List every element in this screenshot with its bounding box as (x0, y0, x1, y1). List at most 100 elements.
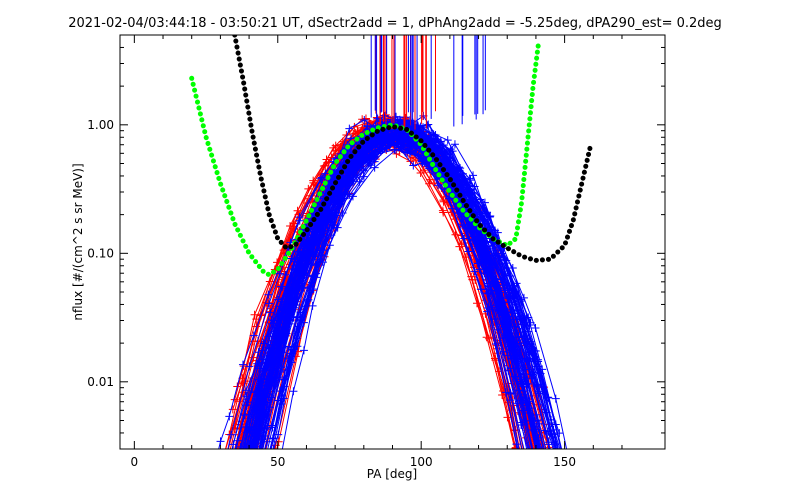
trace-marker (409, 161, 418, 170)
y-tick-label: 0.01 (87, 375, 114, 389)
trace-marker (527, 374, 536, 383)
trace-marker (529, 350, 538, 359)
trace-marker (363, 122, 372, 131)
trace-marker (448, 147, 457, 156)
trace-marker (370, 157, 379, 166)
trace-marker (519, 364, 528, 373)
trace-marker (500, 319, 509, 328)
trace-marker (469, 171, 478, 180)
red-vertical-spikes (375, 35, 436, 130)
trace-marker (282, 329, 291, 338)
trace-marker (399, 134, 408, 143)
x-axis: 0 50 100 150 (131, 35, 623, 469)
trace-marker (475, 265, 484, 274)
trace-marker (476, 285, 485, 294)
trace-marker (395, 115, 404, 124)
trace-marker (417, 157, 426, 166)
green-fit-curve (189, 38, 542, 278)
trace-marker (378, 117, 387, 126)
trace-marker (454, 209, 463, 218)
trace-marker (258, 399, 267, 408)
x-tick-label: 100 (410, 455, 433, 469)
trace-marker (397, 130, 406, 139)
trace-marker (324, 158, 333, 167)
trace-marker (282, 308, 291, 317)
trace-marker (524, 313, 533, 322)
trace-marker (418, 159, 427, 168)
trace-marker (407, 153, 416, 162)
trace-marker (287, 349, 296, 358)
trace-marker (534, 387, 543, 396)
trace-marker (264, 290, 273, 299)
trace-marker (390, 145, 399, 154)
trace-marker (360, 149, 369, 158)
trace-marker (383, 137, 392, 146)
trace-marker (293, 312, 302, 321)
trace-marker (225, 412, 234, 421)
trace-marker (276, 363, 285, 372)
trace-marker (503, 413, 512, 422)
trace-marker (472, 299, 481, 308)
trace-marker (381, 130, 390, 139)
trace-marker (269, 329, 278, 338)
y-tick-label: 1.00 (87, 118, 114, 132)
trace-marker (425, 179, 434, 188)
trace-marker (530, 346, 539, 355)
trace-marker (460, 234, 469, 243)
trace-marker (242, 401, 251, 410)
trace-marker (429, 130, 438, 139)
trace-marker (394, 139, 403, 148)
trace-marker (531, 324, 540, 333)
trace-marker (419, 123, 428, 132)
trace-marker (493, 228, 502, 237)
trace-marker (382, 144, 391, 153)
trace-marker (290, 255, 299, 264)
trace-marker (303, 296, 312, 305)
trace-marker (532, 410, 541, 419)
trace-marker (503, 351, 512, 360)
trace-marker (317, 173, 326, 182)
trace-marker (487, 225, 496, 234)
trace-marker (459, 177, 468, 186)
trace-marker (216, 437, 225, 446)
trace-marker (343, 190, 352, 199)
trace-marker (265, 299, 274, 308)
trace-marker (249, 331, 258, 340)
trace-marker (484, 289, 493, 298)
trace-marker (477, 213, 486, 222)
trace-marker (238, 360, 247, 369)
trace-marker (485, 305, 494, 314)
trace-marker (486, 264, 495, 273)
x-tick-label: 50 (270, 455, 285, 469)
plot-frame (119, 34, 666, 450)
trace-marker (440, 152, 449, 161)
trace-marker (380, 111, 389, 120)
trace-marker (415, 146, 424, 155)
trace-marker (308, 301, 317, 310)
trace-marker (544, 440, 553, 449)
trace-marker (365, 153, 374, 162)
trace-marker (332, 188, 341, 197)
trace-marker (519, 316, 528, 325)
trace-marker (345, 124, 354, 133)
trace-marker (545, 426, 554, 435)
trace-marker (455, 242, 464, 251)
fit-curves (189, 35, 593, 278)
trace-marker (486, 282, 495, 291)
trace-marker (524, 408, 533, 417)
x-tick-label: 0 (131, 455, 139, 469)
trace-marker (497, 275, 506, 284)
trace-marker (329, 221, 338, 230)
trace-marker (445, 167, 454, 176)
trace-marker (493, 305, 502, 314)
trace-marker (403, 145, 412, 154)
trace-line (252, 120, 556, 449)
trace-marker (547, 419, 556, 428)
black-fit-curve (232, 35, 593, 263)
trace-marker (360, 115, 369, 124)
trace-marker (295, 216, 304, 225)
trace-marker (267, 421, 276, 430)
trace-marker (480, 198, 489, 207)
blue-vertical-spikes (370, 35, 486, 131)
